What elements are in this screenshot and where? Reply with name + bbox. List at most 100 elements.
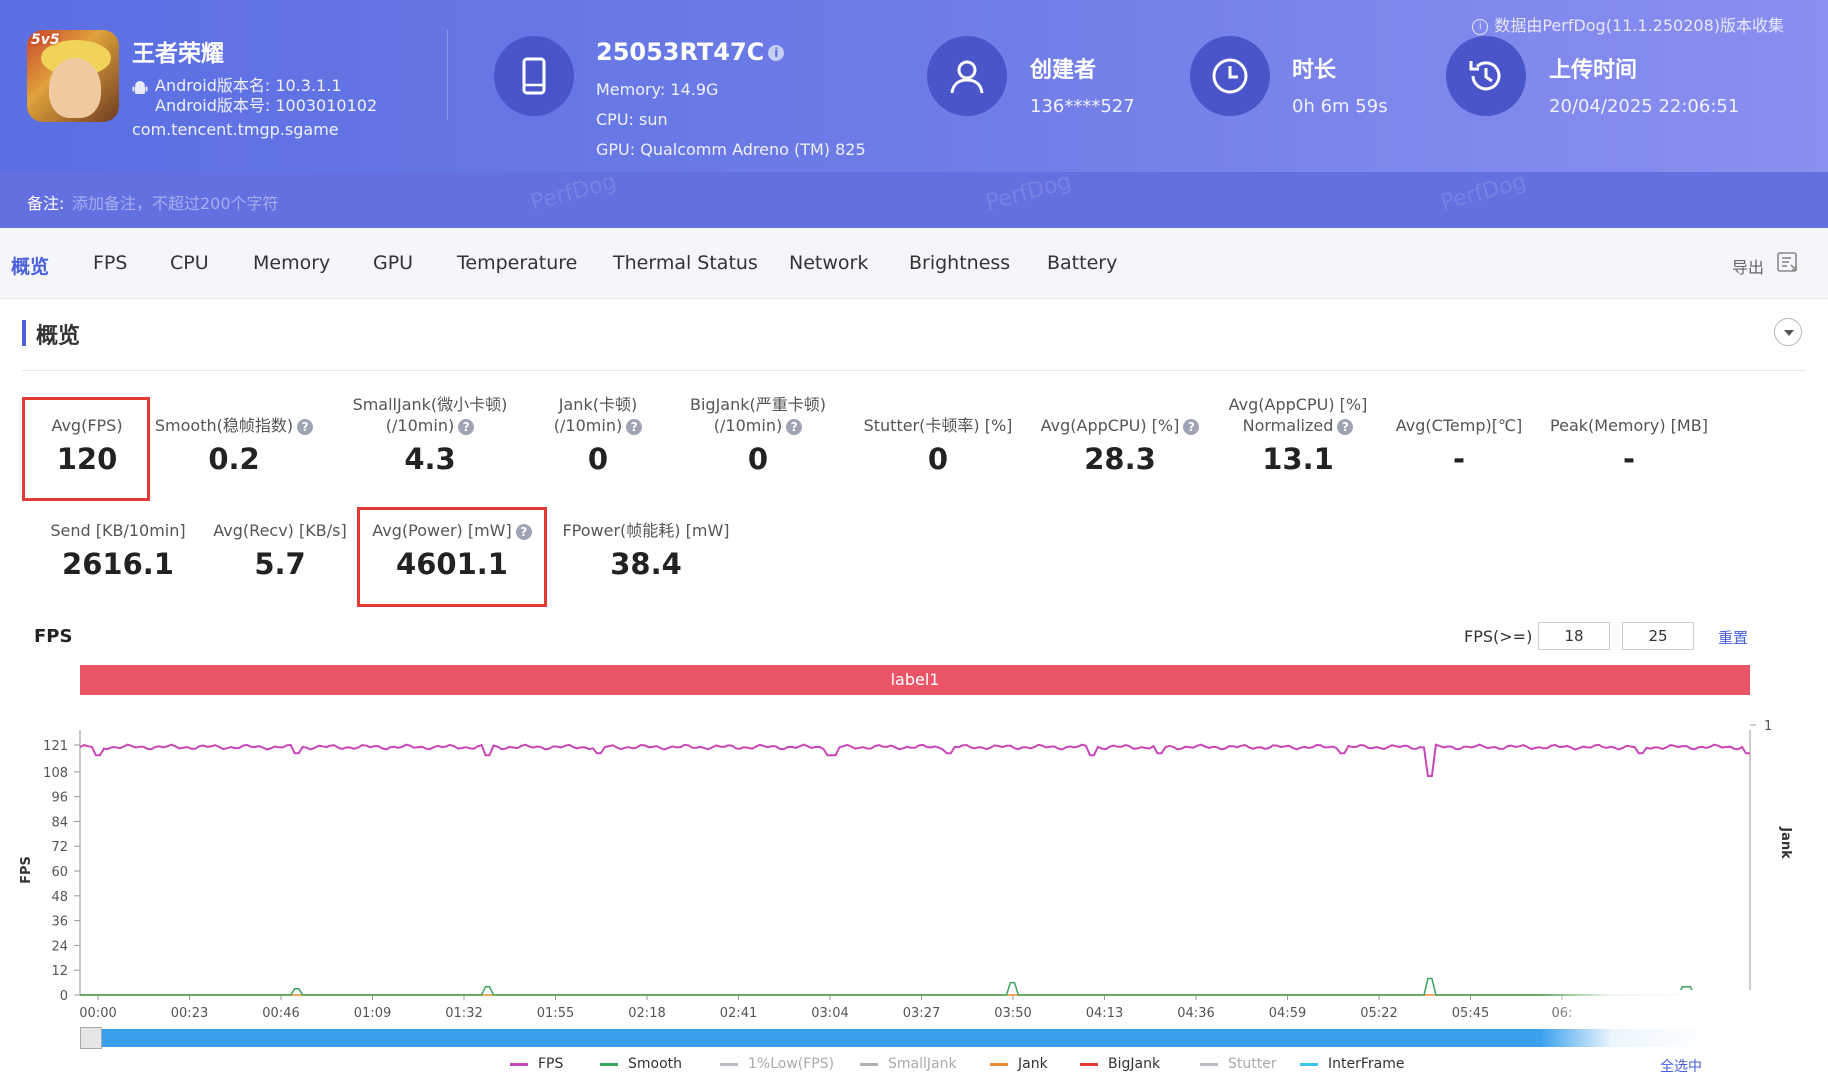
section-marker <box>22 320 26 346</box>
tab-fps[interactable]: FPS <box>93 252 128 274</box>
legend-swatch <box>1200 1062 1218 1066</box>
tab-bar: 概览 FPS CPU Memory GPU Temperature Therma… <box>0 228 1828 299</box>
tab-battery[interactable]: Battery <box>1047 252 1118 274</box>
y-axis-title: FPS <box>19 856 34 884</box>
collect-note: i 数据由PerfDog(11.1.250208)版本收集 <box>1472 12 1784 36</box>
legend-swatch <box>1080 1062 1098 1066</box>
upload-label: 上传时间 <box>1549 58 1638 83</box>
duration-value: 0h 6m 59s <box>1292 96 1388 117</box>
device-info-icon[interactable]: i <box>768 45 785 61</box>
watermark: PerfDog <box>528 169 619 216</box>
legend-item-stutter[interactable]: Stutter <box>1200 1056 1277 1072</box>
app-icon: 5v5 <box>27 30 119 122</box>
scrollbar-handle[interactable] <box>80 1027 102 1049</box>
y-tick-label: 12 <box>51 964 68 979</box>
metric-jank: Jank(卡顿) (/10min)? 0 <box>530 394 666 476</box>
y-tick-label: 72 <box>51 840 68 855</box>
y-tick-label: 121 <box>43 739 68 754</box>
upload-icon-circle <box>1446 36 1526 116</box>
legend-label: FPS <box>538 1056 564 1072</box>
x-tick-label: 03:27 <box>903 1006 940 1021</box>
metric-avg-power: Avg(Power) [mW]? 4601.1 <box>364 520 540 581</box>
fps-threshold-label: FPS(>=) <box>1464 627 1533 646</box>
x-tick-label: 01:09 <box>354 1006 391 1021</box>
legend-item-smooth[interactable]: Smooth <box>600 1056 682 1072</box>
legend-item-1-low-fps-[interactable]: 1%Low(FPS) <box>720 1056 834 1072</box>
legend-label: Stutter <box>1228 1056 1277 1072</box>
x-tick-label: 04:59 <box>1269 1006 1306 1021</box>
help-icon[interactable]: ? <box>1337 418 1354 435</box>
label-bar[interactable]: label1 <box>80 665 1750 695</box>
legend-item-smalljank[interactable]: SmallJank <box>860 1056 957 1072</box>
tab-brightness[interactable]: Brightness <box>909 252 1011 274</box>
legend-label: BigJank <box>1108 1056 1161 1072</box>
x-tick-label: 05:45 <box>1452 1006 1489 1021</box>
y-tick-label: 96 <box>51 791 68 806</box>
help-icon[interactable]: ? <box>515 523 532 540</box>
app-name: 王者荣耀 <box>132 41 224 67</box>
metric-avg-ctemp: ​ Avg(CTemp)[℃] - <box>1395 416 1523 476</box>
section-title: 概览 <box>36 324 81 349</box>
android-version-code: Android版本号: 1003010102 <box>155 96 378 115</box>
help-icon[interactable]: ? <box>786 418 803 435</box>
phone-icon <box>522 57 546 95</box>
watermark: PerfDog <box>983 169 1074 216</box>
legend-item-fps[interactable]: FPS <box>510 1056 563 1072</box>
time-scrollbar[interactable] <box>80 1029 1750 1047</box>
reset-button[interactable]: 重置 <box>1718 629 1749 647</box>
tab-cpu[interactable]: CPU <box>170 252 209 274</box>
legend-swatch <box>860 1062 878 1066</box>
export-button[interactable]: 导出 <box>1731 258 1764 277</box>
creator-value: 136****527 <box>1030 96 1135 117</box>
legend-label: Jank <box>1018 1056 1048 1072</box>
notes-bar: 备注: 添加备注，不超过200个字符 PerfDog PerfDog PerfD… <box>0 169 1828 228</box>
x-tick-label: 05:22 <box>1360 1006 1397 1021</box>
metric-fpower: FPower(帧能耗) [mW] 38.4 <box>562 521 730 581</box>
legend-label: 1%Low(FPS) <box>748 1056 835 1072</box>
creator-label: 创建者 <box>1030 58 1097 83</box>
legend-swatch <box>720 1062 738 1066</box>
divider <box>22 370 1806 371</box>
x-tick-label: 02:18 <box>628 1006 665 1021</box>
creator-icon-circle <box>927 36 1007 116</box>
metric-avg-fps: ​ Avg(FPS) 120 <box>51 416 123 476</box>
help-icon[interactable]: ? <box>626 418 643 435</box>
x-tick-label: 04:13 <box>1086 1006 1123 1021</box>
notes-input[interactable]: 添加备注，不超过200个字符 <box>72 194 279 213</box>
select-all-button[interactable]: 全选中 <box>1660 1059 1702 1075</box>
clock-icon <box>1212 58 1248 94</box>
user-icon <box>950 60 984 94</box>
export-icon[interactable] <box>1776 250 1800 274</box>
tab-temperature[interactable]: Temperature <box>457 252 578 274</box>
series-line-fps <box>79 743 1750 777</box>
tab-gpu[interactable]: GPU <box>373 252 414 274</box>
legend-swatch <box>510 1062 528 1066</box>
legend-swatch <box>600 1062 618 1066</box>
help-icon[interactable]: ? <box>1183 418 1200 435</box>
fps-threshold-input-1[interactable]: 18 <box>1538 622 1610 650</box>
collapse-button[interactable] <box>1774 318 1802 346</box>
legend-item-bigjank[interactable]: BigJank <box>1080 1056 1160 1072</box>
fps-threshold-input-2[interactable]: 25 <box>1622 622 1694 650</box>
y-tick-label: 108 <box>43 766 68 781</box>
watermark: PerfDog <box>1438 169 1529 216</box>
tab-thermal-status[interactable]: Thermal Status <box>613 252 758 274</box>
x-tick-label: 00:23 <box>171 1006 208 1021</box>
fps-chart[interactable]: 0122436486072849610812101FPSJank00:0000:… <box>0 700 1828 1030</box>
y-tick-label: 48 <box>51 890 68 905</box>
help-icon[interactable]: ? <box>297 418 314 435</box>
android-icon <box>132 81 148 94</box>
header-divider <box>447 30 448 120</box>
y2-tick-label: 1 <box>1764 719 1772 734</box>
package-name: com.tencent.tmgp.sgame <box>132 120 339 139</box>
help-icon[interactable]: ? <box>458 418 475 435</box>
y-tick-label: 60 <box>51 865 68 880</box>
tab-network[interactable]: Network <box>789 252 869 274</box>
legend-item-jank[interactable]: Jank <box>990 1056 1048 1072</box>
metric-peak-memory: ​ Peak(Memory) [MB] - <box>1550 416 1708 476</box>
tab-overview[interactable]: 概览 <box>11 256 50 278</box>
android-version-name: Android版本名: 10.3.1.1 <box>155 76 342 95</box>
tab-memory[interactable]: Memory <box>253 252 331 274</box>
x-tick-label: 01:32 <box>445 1006 482 1021</box>
legend-item-interframe[interactable]: InterFrame <box>1300 1056 1404 1072</box>
